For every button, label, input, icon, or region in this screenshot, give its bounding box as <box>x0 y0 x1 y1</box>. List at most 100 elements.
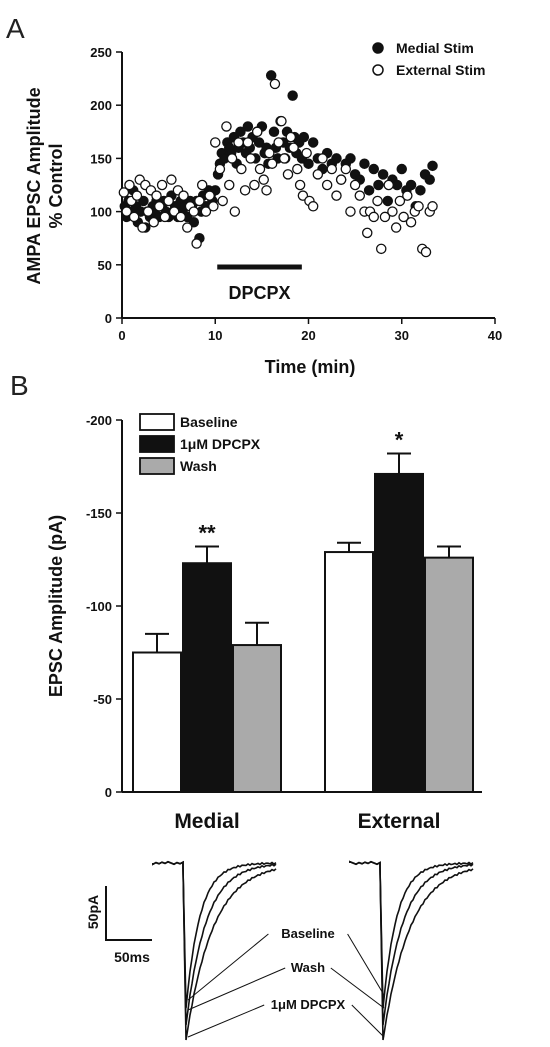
external-stim-point <box>175 211 186 223</box>
medial-stim-point <box>253 137 265 148</box>
y-tick-label: 150 <box>90 151 112 166</box>
external-stim-point <box>301 147 312 159</box>
external-stim-point <box>249 179 260 191</box>
bar <box>324 551 374 793</box>
bar <box>424 556 474 794</box>
external-stim-point <box>321 179 333 191</box>
x-axis-label: Time (min) <box>265 357 356 377</box>
medial-stim-point <box>287 90 298 101</box>
legend-swatch <box>139 457 175 475</box>
trace-label: 1μM DPCPX <box>271 997 346 1012</box>
medial-stim-point <box>427 160 438 172</box>
external-stim-point <box>148 216 159 228</box>
external-stim-point <box>204 190 215 201</box>
bar <box>374 472 424 793</box>
y-tick-label: 50 <box>98 258 112 273</box>
external-stim-point <box>163 195 174 207</box>
external-stim-point <box>266 158 278 169</box>
external-stim-point <box>188 206 200 217</box>
external-stim-point <box>379 211 391 223</box>
callout-line <box>347 933 385 996</box>
external-stim-point <box>273 137 284 148</box>
external-stim-point <box>335 174 347 185</box>
external-stim-point <box>288 142 299 154</box>
external-stim-point <box>151 190 162 201</box>
external-stim-point <box>368 211 380 223</box>
y-tick-label: 250 <box>90 45 112 60</box>
bar <box>132 651 182 793</box>
external-stim-point <box>282 169 294 180</box>
external-stim-point <box>372 195 383 207</box>
epsc-traces: 50pA 50ms Baseline Wash 1μM DPCPX <box>85 860 474 1041</box>
external-stim-point <box>269 78 281 90</box>
external-stim-point <box>402 190 413 201</box>
external-stim-point <box>276 115 287 127</box>
panel-a-scatter-chart: 0 50 100 150 200 250 0 10 20 30 40 Time (min) AMPA E… <box>24 40 502 377</box>
medial-stim-point <box>345 153 356 164</box>
group-label: Medial <box>174 810 239 833</box>
wash-trace <box>152 860 277 1009</box>
external-stim-point <box>208 201 219 212</box>
legend-label: 1μM DPCPX <box>180 436 261 452</box>
legend-label: Medial Stim <box>396 40 474 56</box>
medial-stim-point <box>424 174 435 185</box>
external-stim-point <box>226 153 238 164</box>
medial-stim-point <box>415 185 426 196</box>
external-stim-point <box>154 201 165 212</box>
legend-label: Wash <box>180 458 217 474</box>
external-stim-point <box>261 185 272 196</box>
medial-stim-point <box>363 185 375 196</box>
y-axis-label-line2: % Control <box>46 144 66 229</box>
y-tick-label: -50 <box>93 692 112 707</box>
dpcpx-trace <box>152 860 277 1041</box>
legend-marker <box>372 64 384 76</box>
external-stim-point <box>182 222 193 233</box>
legend-swatch <box>139 413 175 431</box>
y-tick-label: 0 <box>105 785 112 800</box>
external-stim-point <box>121 206 132 217</box>
legend-swatch <box>139 435 175 453</box>
external-stim-point <box>124 179 135 191</box>
external-stim-point <box>156 179 168 191</box>
medial-stim-point <box>242 121 254 132</box>
external-stim-point <box>394 195 406 207</box>
y-tick-label: -150 <box>86 506 112 521</box>
x-tick-label: 40 <box>488 328 502 343</box>
external-stim-point <box>131 190 143 201</box>
external-stim-point <box>128 211 140 223</box>
dpcpx-label: DPCPX <box>229 283 291 303</box>
external-stim-point <box>383 179 394 191</box>
external-stim-point <box>209 137 221 148</box>
external-stim-point <box>178 190 189 201</box>
medial-stim-point <box>331 153 342 164</box>
legend-label: External Stim <box>396 62 485 78</box>
external-stim-point <box>214 163 226 175</box>
external-stim-point <box>340 163 352 175</box>
external-stim-point <box>387 206 398 217</box>
baseline-trace <box>349 860 474 1026</box>
bar <box>182 562 232 793</box>
external-stim-point <box>239 185 251 196</box>
panel-letter-b: B <box>10 370 29 401</box>
external-stim-point <box>159 211 171 223</box>
medial-stim-point <box>307 137 319 148</box>
y-tick-label: 100 <box>90 205 112 220</box>
external-stim-point <box>264 147 275 159</box>
external-stim-point <box>361 227 373 239</box>
medial-stim-point <box>298 131 310 143</box>
medial-stim-point <box>368 163 380 175</box>
scale-bar <box>105 886 152 941</box>
external-stim-point <box>223 179 235 191</box>
panel-letter-a: A <box>6 13 25 44</box>
trace-label: Wash <box>291 960 325 975</box>
external-stim-point <box>217 195 228 207</box>
callout-line <box>187 967 286 1011</box>
external-stim-point <box>405 216 417 228</box>
external-stim-point <box>196 179 208 191</box>
panel-b-bar-chart: 0 -50 -100 -150 -200 EPSC Amplitude (pA) ** Med… <box>46 413 482 833</box>
medial-stim-point <box>377 169 389 180</box>
external-stim-point <box>254 163 266 175</box>
trace-label: Baseline <box>281 926 334 941</box>
external-stim-point <box>285 131 297 143</box>
